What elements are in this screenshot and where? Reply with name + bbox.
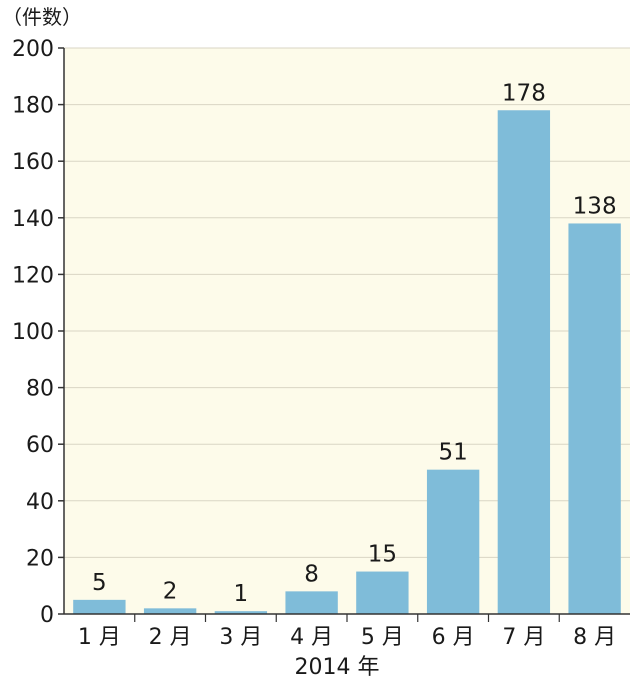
x-category-label-8: 8 月: [573, 625, 616, 650]
y-tick-label-60: 60: [26, 433, 54, 458]
x-axis-title: 2014 年: [295, 655, 380, 680]
bars: 5 2 1 8 15 51 178 138: [73, 80, 621, 614]
bar-6: [426, 469, 480, 614]
y-tick-label-140: 140: [12, 207, 54, 232]
bar-value-label-1: 5: [92, 570, 107, 596]
y-tick-label-160: 160: [12, 150, 54, 175]
y-tick-label-200: 200: [12, 37, 54, 62]
y-tick-label-100: 100: [12, 320, 54, 345]
y-tick-label-0: 0: [40, 603, 54, 628]
y-tick-label-180: 180: [12, 94, 54, 119]
bar-value-label-7: 178: [502, 80, 546, 106]
bar-value-label-3: 1: [234, 581, 249, 607]
y-tick-label-40: 40: [26, 490, 54, 515]
y-axis-ticks: 0 20 40 60 80 100 120 140 160 180 200: [12, 37, 64, 628]
y-axis-unit-label: （件数）: [2, 5, 82, 29]
y-tick-label-120: 120: [12, 263, 54, 288]
x-axis-categories: 1 月 2 月 3 月 4 月 5 月 6 月 7 月 8 月: [78, 614, 616, 650]
y-tick-label-80: 80: [26, 377, 54, 402]
x-category-label-4: 4 月: [290, 625, 333, 650]
bar-1: [73, 599, 126, 614]
y-tick-label-20: 20: [26, 546, 54, 571]
bar-4: [285, 591, 338, 614]
x-category-label-1: 1 月: [78, 625, 121, 650]
bar-8: [568, 223, 621, 614]
bar-3: [214, 611, 268, 614]
bar-value-label-8: 138: [573, 193, 617, 219]
bar-7: [497, 110, 551, 614]
x-category-label-2: 2 月: [149, 625, 192, 650]
x-category-label-5: 5 月: [361, 625, 404, 650]
bar-5: [356, 571, 409, 614]
bar-value-label-5: 15: [368, 542, 397, 568]
bar-value-label-4: 8: [304, 561, 319, 587]
x-category-label-3: 3 月: [219, 625, 262, 650]
bar-value-label-6: 51: [438, 440, 467, 466]
x-category-label-7: 7 月: [502, 625, 545, 650]
bar-value-label-2: 2: [163, 578, 178, 604]
bar-2: [143, 608, 197, 614]
x-category-label-6: 6 月: [432, 625, 475, 650]
